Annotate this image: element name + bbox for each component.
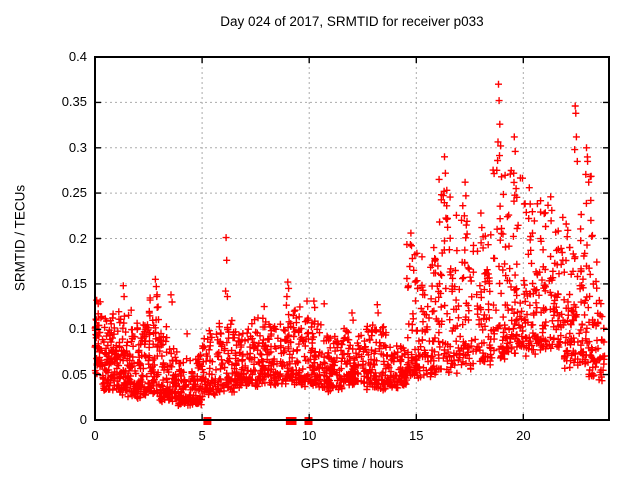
y-tick-label: 0.1 xyxy=(68,321,87,337)
y-tick-label: 0.3 xyxy=(68,139,87,155)
x-tick-label: 15 xyxy=(409,428,424,443)
axis-tick-marks xyxy=(94,56,609,421)
chart-title: Day 024 of 2017, SRMTID for receiver p03… xyxy=(220,14,484,29)
y-tick-label: 0.35 xyxy=(61,94,87,110)
x-tick-label: 20 xyxy=(516,428,531,443)
x-tick-label: 0 xyxy=(91,428,99,443)
x-tick-label: 5 xyxy=(198,428,206,443)
y-tick-label: 0.4 xyxy=(68,49,87,64)
y-tick-label: 0.2 xyxy=(68,230,87,246)
y-tick-label: 0.15 xyxy=(61,275,87,291)
y-tick-label: 0 xyxy=(79,412,87,427)
y-tick-label: 0.05 xyxy=(61,366,87,382)
y-axis-label: SRMTID / TECUs xyxy=(12,184,28,292)
y-tick-label: 0.25 xyxy=(61,185,87,201)
x-axis-label: GPS time / hours xyxy=(300,456,404,471)
scatter-points xyxy=(91,80,608,409)
x-tick-label: 10 xyxy=(301,428,317,443)
